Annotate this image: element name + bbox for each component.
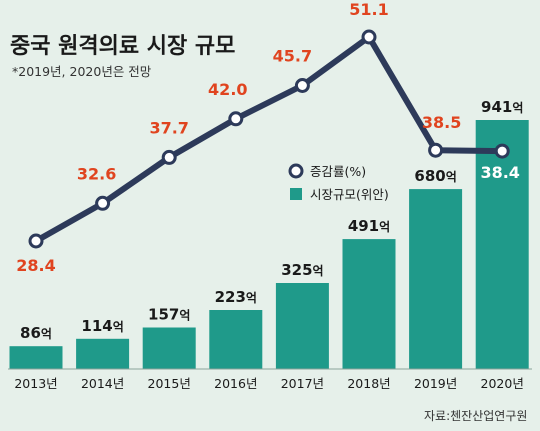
bar-2018년 [342, 239, 396, 369]
rate-point [494, 143, 510, 159]
bar-2020년 [475, 120, 529, 369]
rate-point [428, 142, 444, 158]
rate-line [33, 34, 506, 244]
rate-value-label: 38.4 [480, 163, 519, 182]
year-label: 2014년 [81, 376, 124, 391]
bar-value-label: 114억 [81, 317, 123, 335]
bar-value-label: 223억 [215, 288, 257, 306]
rate-value-label: 37.7 [149, 118, 188, 137]
bar-value-label: 325억 [281, 261, 323, 279]
bar-2014년 [76, 338, 130, 369]
bars-group: 86억 114억 157억 223억 325억 491억 680억 941억 [8, 98, 532, 370]
source-note: 자료:첸잔산업연구원 [424, 409, 527, 423]
year-label: 2020년 [481, 376, 524, 391]
bar-2017년 [275, 283, 329, 369]
year-labels-group: 2013년 2014년 2015년 2016년 2017년 2018년 2019년 2020년 [14, 376, 524, 391]
chart-title: 중국 원격의료 시장 규모 [10, 34, 235, 59]
rate-point [95, 195, 111, 211]
legend-bar-swatch-icon [290, 188, 302, 200]
rate-value-label: 38.5 [422, 113, 461, 132]
rate-value-label: 28.4 [16, 256, 55, 275]
rate-value-label: 45.7 [273, 47, 312, 66]
rate-point [361, 29, 377, 45]
legend-line-marker-icon [288, 163, 304, 179]
year-label: 2015년 [148, 376, 191, 391]
bar-2019년 [409, 189, 463, 369]
bar-value-label: 157억 [148, 306, 190, 324]
bar-value-label: 941억 [481, 98, 523, 116]
bar-2015년 [142, 327, 196, 369]
year-label: 2016년 [214, 376, 257, 391]
rate-value-label: 32.6 [77, 164, 116, 183]
bar-2016년 [209, 310, 263, 369]
rate-point [294, 78, 310, 93]
rate-point [161, 149, 177, 165]
bar-value-label: 86억 [20, 324, 52, 342]
legend-market-label: 시장규모(위안) [310, 187, 389, 202]
rate-point [228, 111, 244, 127]
year-label: 2018년 [347, 376, 390, 391]
legend: 증감률(%) 시장규모(위안) [288, 163, 389, 202]
rate-value-label: 42.0 [208, 80, 247, 99]
rate-value-label: 51.1 [349, 0, 388, 19]
bar-value-label: 680억 [414, 167, 456, 185]
bar-2013년 [9, 346, 63, 369]
chart-subtitle: *2019년, 2020년은 전망 [12, 64, 152, 79]
bar-value-label: 491억 [348, 217, 390, 235]
year-label: 2013년 [14, 376, 57, 391]
year-label: 2017년 [281, 376, 324, 391]
year-label: 2019년 [414, 376, 457, 391]
legend-rate-label: 증감률(%) [310, 164, 366, 179]
rate-line-group: 28.4 32.6 37.7 42.0 45.7 51.1 38.5 38.4 [16, 0, 520, 275]
rate-point [28, 233, 44, 249]
